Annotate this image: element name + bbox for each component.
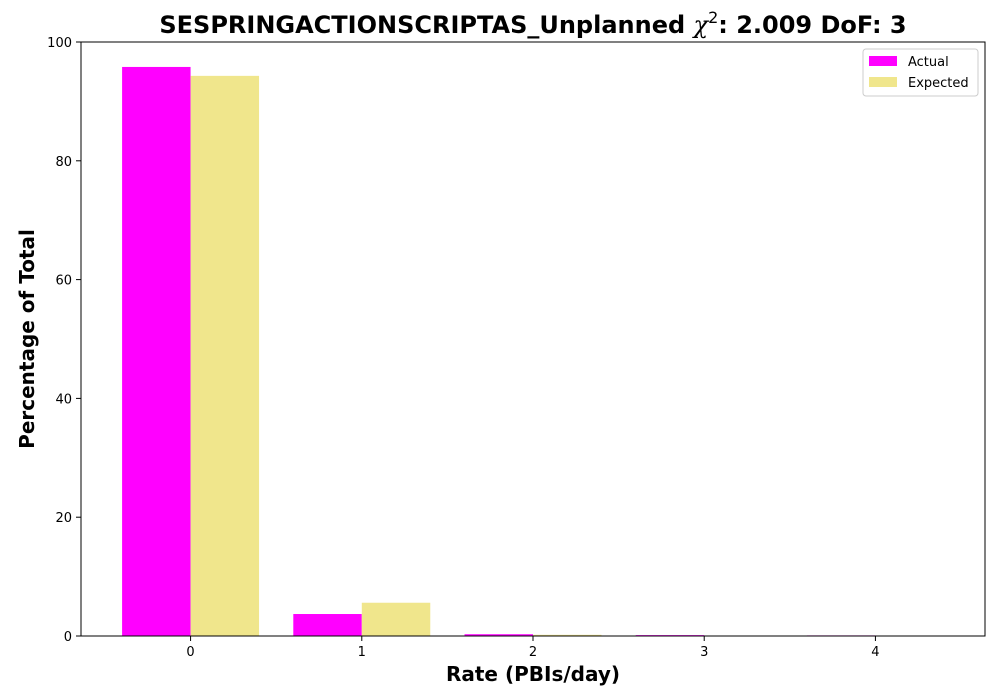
title-suffix: : 2.009 DoF: 3 (718, 11, 906, 39)
title-chi-symbol: χ (692, 11, 710, 39)
bar-expected-0 (190, 75, 260, 637)
y-tick-label-80: 80 (55, 155, 72, 170)
legend-swatch-actual (869, 56, 897, 66)
x-tick-label-4: 4 (871, 645, 879, 660)
bar-expected-1 (361, 602, 431, 636)
bar-actual-2 (464, 634, 533, 636)
y-tick-label-40: 40 (55, 392, 72, 407)
y-tick-label-100: 100 (47, 36, 72, 51)
plot-frame (80, 41, 986, 637)
x-tick-label-1: 1 (358, 645, 366, 660)
bar-actual-0 (122, 66, 191, 636)
legend: Actual Expected (862, 48, 979, 97)
x-tick-label-3: 3 (700, 645, 708, 660)
y-tick-label-20: 20 (55, 511, 72, 526)
x-tick-label-0: 0 (186, 645, 194, 660)
y-ticks-group: 0 20 40 60 80 100 (47, 36, 81, 645)
legend-swatch-expected (869, 77, 897, 87)
bars-group (122, 66, 876, 637)
x-axis-label: Rate (PBIs/day) (446, 662, 620, 686)
legend-label-expected: Expected (908, 76, 969, 91)
y-tick-label-60: 60 (55, 274, 72, 289)
bar-expected-2 (533, 634, 602, 636)
title-chi-superscript: 2 (708, 8, 718, 27)
chart-title: SESPRINGACTIONSCRIPTAS_Unplanned χ2: 2.0… (159, 8, 906, 39)
x-ticks-group: 0 1 2 3 4 (186, 636, 880, 660)
y-tick-label-0: 0 (64, 630, 72, 645)
x-tick-label-2: 2 (529, 645, 537, 660)
y-axis-label: Percentage of Total (15, 229, 39, 449)
title-prefix: SESPRINGACTIONSCRIPTAS_Unplanned (159, 11, 693, 39)
bar-actual-1 (293, 614, 362, 636)
legend-label-actual: Actual (908, 55, 949, 70)
